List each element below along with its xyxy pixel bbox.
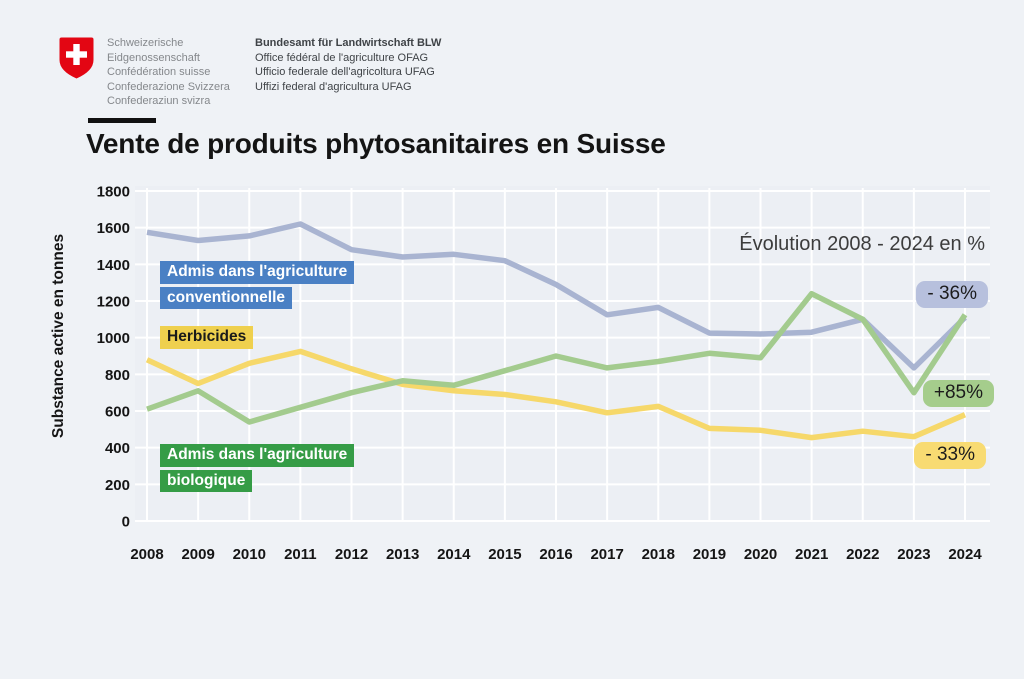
confederation-line: Schweizerische Eidgenossenschaft <box>107 37 200 64</box>
svg-text:2016: 2016 <box>539 546 572 563</box>
office-line: Office fédéral de l'agriculture OFAG <box>255 51 429 64</box>
office-line: Bundesamt für Landwirtschaft BLW <box>255 37 442 49</box>
series-label-line: conventionnelle <box>160 286 292 309</box>
svg-text:2022: 2022 <box>846 546 879 563</box>
pct-badge-herbicides: - 33% <box>914 442 986 469</box>
pct-badge-biologique: +85% <box>922 380 994 407</box>
svg-text:2012: 2012 <box>335 546 368 563</box>
title-accent-bar <box>88 118 156 123</box>
federal-office-names: Bundesamt für Landwirtschaft BLW Office … <box>255 36 441 94</box>
svg-text:2014: 2014 <box>437 546 471 563</box>
svg-text:2015: 2015 <box>488 546 521 563</box>
chart-series-lines <box>145 221 968 441</box>
svg-text:2023: 2023 <box>897 546 930 563</box>
office-line: Uffizi federal d'agricultura UFAG <box>255 80 412 93</box>
svg-text:2010: 2010 <box>233 546 266 563</box>
confederation-names: Schweizerische Eidgenossenschaft Confédé… <box>107 36 247 109</box>
svg-text:2017: 2017 <box>590 546 623 563</box>
svg-text:200: 200 <box>105 477 130 494</box>
series-label-herbicides: Herbicides <box>160 326 254 352</box>
series-label-biologique: Admis dans l'agriculture biologique <box>160 444 355 495</box>
svg-text:400: 400 <box>105 440 130 457</box>
svg-text:800: 800 <box>105 367 130 384</box>
svg-text:2018: 2018 <box>642 546 675 563</box>
svg-text:1400: 1400 <box>97 257 130 274</box>
confederation-line: Confederaziun svizra <box>107 95 211 107</box>
confederation-line: Confederazione Svizzera <box>107 80 230 93</box>
svg-text:1000: 1000 <box>97 330 130 347</box>
svg-text:1200: 1200 <box>97 294 130 311</box>
svg-text:2008: 2008 <box>130 546 163 563</box>
svg-text:2019: 2019 <box>693 546 726 563</box>
series-label-conventionnelle: Admis dans l'agriculture conventionnelle <box>160 261 355 312</box>
evolution-annotation-title: Évolution 2008 - 2024 en % <box>739 233 985 255</box>
svg-text:1600: 1600 <box>97 220 130 237</box>
svg-text:2021: 2021 <box>795 546 828 563</box>
svg-text:2009: 2009 <box>181 546 214 563</box>
svg-text:2020: 2020 <box>744 546 777 563</box>
svg-text:0: 0 <box>122 514 130 531</box>
swiss-coat-of-arms-icon <box>59 37 94 79</box>
series-label-line: Herbicides <box>160 326 254 349</box>
office-line: Ufficio federale dell'agricoltura UFAG <box>255 66 435 78</box>
svg-text:2013: 2013 <box>386 546 419 563</box>
svg-text:2024: 2024 <box>948 546 982 563</box>
series-label-line: Admis dans l'agriculture <box>160 261 355 284</box>
series-label-line: Admis dans l'agriculture <box>160 444 355 467</box>
chart-axis-tick-labels: 0 200 400 600 800 1000 1200 1400 1600 1800 2008 200… <box>97 184 983 564</box>
pct-badge-conventionnelle: - 36% <box>916 281 988 308</box>
svg-text:1800: 1800 <box>97 184 130 201</box>
series-label-line: biologique <box>160 469 253 492</box>
svg-text:2011: 2011 <box>284 546 317 563</box>
confederation-line: Confédération suisse <box>107 66 211 78</box>
page-title: Vente de produits phytosanitaires en Sui… <box>86 128 666 159</box>
svg-text:600: 600 <box>105 404 130 421</box>
y-axis-title: Substance active en tonnes <box>50 234 67 438</box>
federal-header: Schweizerische Eidgenossenschaft Confédé… <box>58 36 441 109</box>
